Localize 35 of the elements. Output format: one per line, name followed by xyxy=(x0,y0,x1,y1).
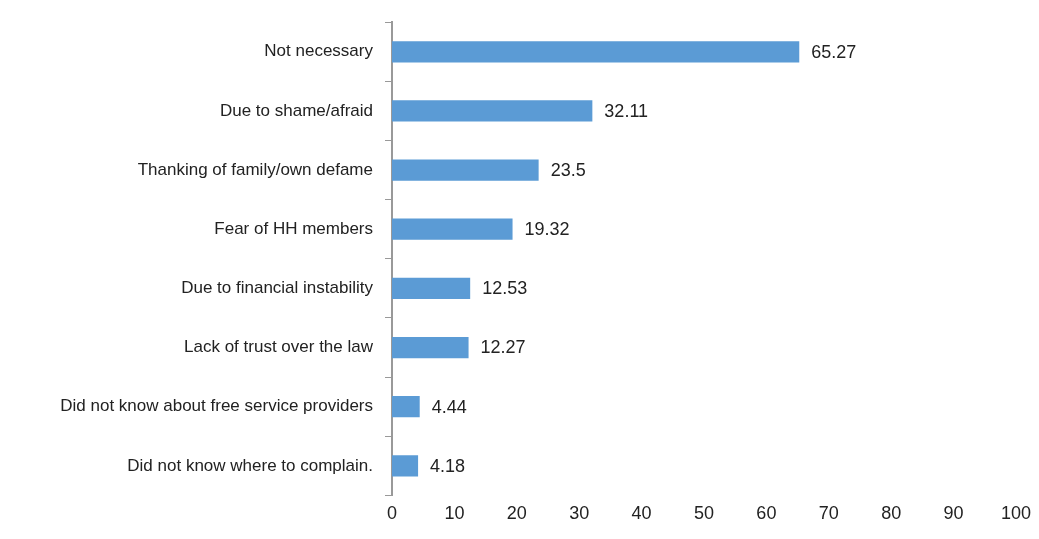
data-label: 23.5 xyxy=(550,160,586,181)
x-tick-label: 20 xyxy=(506,503,527,524)
data-label: 19.32 xyxy=(524,219,570,240)
data-label: 12.53 xyxy=(482,278,528,299)
bar xyxy=(392,277,471,300)
bar xyxy=(392,41,800,63)
bar xyxy=(392,218,513,240)
x-tick-label: 30 xyxy=(569,503,590,524)
y-tick-label: Due to shame/afraid xyxy=(219,100,373,120)
x-tick-label: 50 xyxy=(693,503,715,524)
bar xyxy=(392,396,420,418)
bar xyxy=(392,336,469,359)
y-tick-label: Did not know about free service providers xyxy=(60,396,373,416)
bar xyxy=(392,159,539,181)
bar xyxy=(392,100,593,122)
data-label: 4.44 xyxy=(431,396,467,417)
x-tick-label: 100 xyxy=(1000,503,1032,524)
bar xyxy=(392,455,419,477)
x-tick-label: 70 xyxy=(818,503,839,524)
data-label: 65.27 xyxy=(811,41,857,62)
data-label: 12.27 xyxy=(480,337,526,358)
y-tick-label: Not necessary xyxy=(264,41,374,61)
y-tick-label: Lack of trust over the law xyxy=(184,337,374,357)
x-tick-label: 0 xyxy=(386,503,398,524)
x-tick-label: 90 xyxy=(943,503,964,524)
data-label: 4.18 xyxy=(430,455,466,476)
y-tick-label: Due to financial instability xyxy=(181,278,374,298)
x-tick-label: 80 xyxy=(881,503,902,524)
x-tick-label: 10 xyxy=(444,503,465,524)
x-tick-label: 40 xyxy=(631,503,652,524)
y-tick-label: Did not know where to complain. xyxy=(127,455,373,475)
data-label: 32.11 xyxy=(604,100,649,121)
y-tick-label: Thanking of family/own defame xyxy=(137,159,373,179)
x-tick-label: 60 xyxy=(756,503,777,524)
y-tick-label: Fear of HH members xyxy=(214,218,373,238)
